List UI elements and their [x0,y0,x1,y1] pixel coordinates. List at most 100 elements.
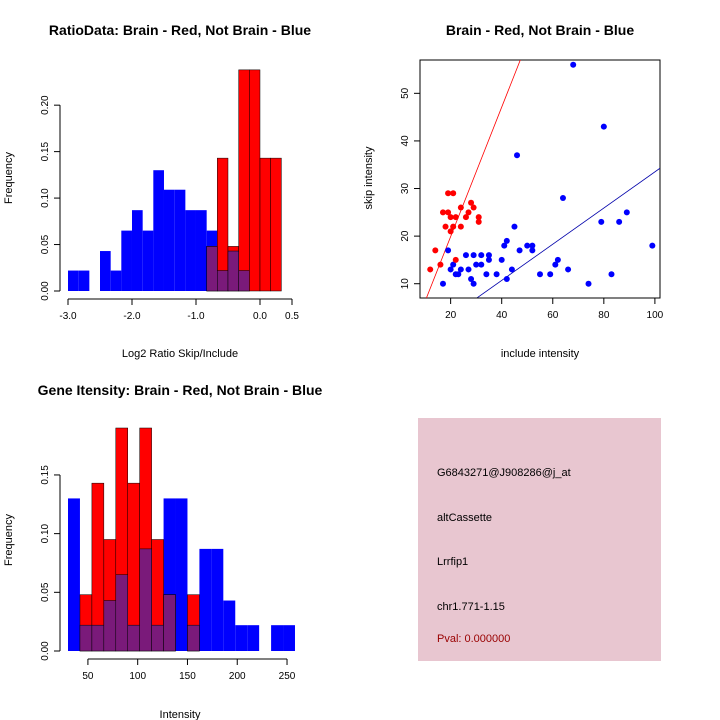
p-value: Pval: 0.000000 [437,633,510,645]
not-brain-point [565,266,572,273]
brain-bar [238,69,250,292]
not-brain-point [503,237,510,244]
brain-point [445,190,452,197]
y-tick-label: 0.05 [40,234,51,254]
not-brain-bar [68,270,79,291]
gene-intensity-histogram-panel: Gene Itensity: Brain - Red, Not Brain - … [3,382,323,720]
brain-point [457,223,464,230]
probe-info-panel: G6843271@J908286@j_at altCassette Lrrfip… [418,418,661,661]
x-tick-label: 50 [82,671,94,682]
brain-point [457,204,464,211]
overlap-bar [79,624,93,652]
x-tick-label: 40 [496,310,508,321]
info-panel-background [418,418,661,661]
brain-point [475,218,482,225]
not-brain-bar [174,189,186,291]
overlap-bar [206,246,218,292]
overlap-bar [238,270,250,292]
brain-point [450,190,457,197]
not-brain-point [608,271,615,278]
not-brain-point [537,271,543,278]
not-brain-point [498,256,505,263]
not-brain-point [462,252,469,259]
x-tick-label: -1.0 [187,311,205,322]
not-brain-point [552,261,559,268]
not-brain-point [508,266,515,273]
brain-point [427,266,434,273]
not-brain-point [623,209,630,216]
overlap-bar [217,270,229,292]
y-tick-label: 0.05 [40,582,51,602]
genomic-location: chr1.771-1.15 [437,601,505,613]
overlap-bar [91,624,105,652]
y-tick-label: 30 [400,183,411,195]
not-brain-point [447,266,454,273]
scatter-title: Brain - Red, Not Brain - Blue [446,22,634,38]
y-tick-label: 0.00 [40,281,51,301]
not-brain-point [439,280,446,287]
not-brain-point [559,195,566,202]
scatter-ylabel: skip intensity [363,146,375,209]
overlap-bar [103,600,117,652]
overlap-bar [139,548,152,652]
not-brain-point [511,223,518,230]
not-brain-point [616,218,623,225]
not-brain-bar [132,210,143,291]
not-brain-point [485,256,492,263]
not-brain-point [547,271,554,278]
x-tick-label: -2.0 [123,311,141,322]
x-tick-label: 20 [445,310,457,321]
x-tick-label: 100 [129,671,146,682]
not-brain-point [600,123,607,130]
x-tick-label: -3.0 [59,311,77,322]
not-brain-bar [247,625,260,651]
not-brain-bar [110,270,122,291]
overlap-bar [187,624,200,652]
y-tick-label: 0.15 [40,141,51,161]
brain-bar [270,157,282,292]
brain-point [475,214,482,221]
not-brain-bar [271,625,284,651]
not-brain-point [478,261,485,268]
not-brain-bar [283,625,295,651]
brain-point [462,214,469,221]
scatter-xlabel: include intensity [501,348,580,360]
ratio-histogram-xlabel: Log2 Ratio Skip/Include [122,348,238,360]
x-tick-label: 100 [647,310,664,321]
gene-intensity-title: Gene Itensity: Brain - Red, Not Brain - … [38,382,323,398]
x-tick-label: 0.5 [285,311,299,322]
brain-bar [249,69,261,292]
not-brain-point [445,247,452,254]
y-tick-label: 40 [400,135,411,147]
not-brain-point [649,242,656,249]
not-brain-bar [142,230,154,291]
fit-line [425,60,521,298]
not-brain-point [570,61,577,68]
overlap-bar [127,624,140,652]
not-brain-bar [211,548,224,651]
brain-point [445,209,452,216]
x-tick-label: 80 [598,310,610,321]
overlap-bar [227,250,239,292]
not-brain-point [585,280,592,287]
brain-bar [259,157,271,292]
brain-point [468,199,475,206]
not-brain-point [485,252,492,259]
intensity-scatter-panel: Brain - Red, Not Brain - Blue include in… [363,22,664,360]
not-brain-bar [196,210,207,291]
brain-point [439,209,446,216]
not-brain-bar [100,251,111,291]
y-tick-label: 0.10 [40,523,51,543]
ratio-histogram-panel: RatioData: Brain - Red, Not Brain - Blue… [3,22,311,360]
fit-line [476,167,660,298]
gene-name: Lrrfip1 [437,556,468,568]
brain-point [452,256,459,263]
gene-intensity-ylabel: Frequency [3,514,15,566]
not-brain-point [554,256,561,263]
not-brain-bar [185,210,196,291]
not-brain-bar [153,170,164,291]
brain-point [465,209,472,216]
ratio-histogram-ylabel: Frequency [3,152,15,204]
y-tick-label: 0.00 [40,641,51,661]
not-brain-point [516,247,523,254]
